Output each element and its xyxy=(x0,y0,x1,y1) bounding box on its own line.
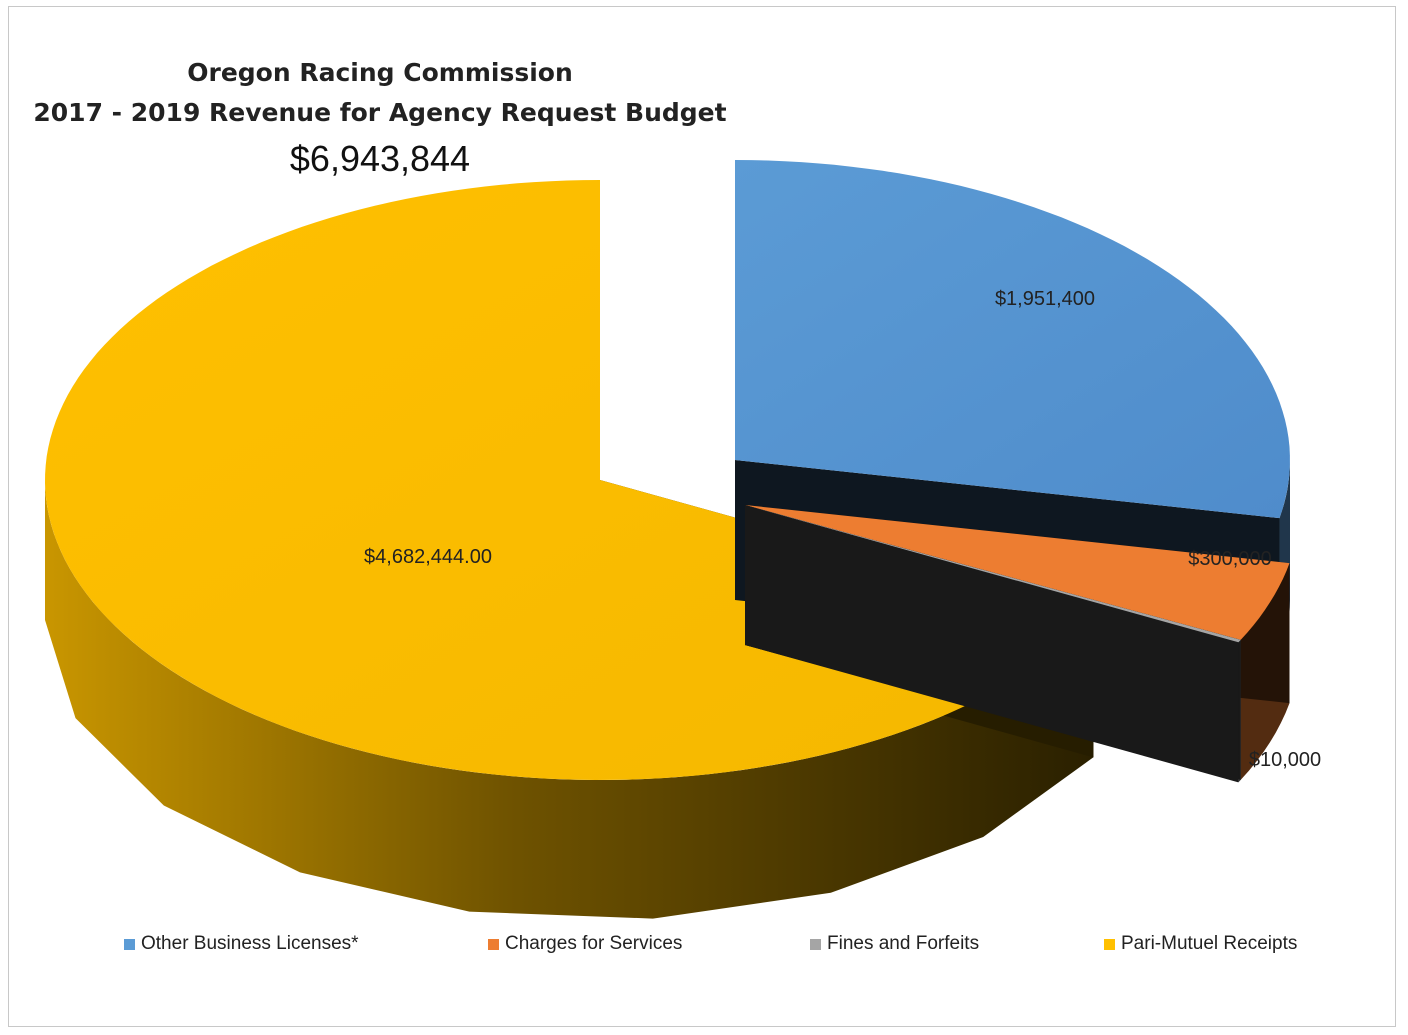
legend-label: Charges for Services xyxy=(505,933,683,954)
legend-swatch xyxy=(124,938,135,950)
legend-item: Fines and Forfeits xyxy=(810,933,979,955)
chart-subtitle: 2017 - 2019 Revenue for Agency Request B… xyxy=(33,98,727,127)
legend-swatch xyxy=(1104,938,1115,950)
legend-swatch xyxy=(488,938,499,950)
pie-top-fines-and-forfeits xyxy=(745,505,1241,643)
legend-item: Other Business Licenses* xyxy=(124,933,359,955)
pie-cut-face xyxy=(745,505,1239,783)
legend-swatch xyxy=(810,938,821,950)
data-label: $1,951,400 xyxy=(995,288,1095,310)
legend-label: Pari-Mutuel Receipts xyxy=(1121,933,1298,954)
pie-slice-fines-and-forfeits xyxy=(745,505,1241,783)
chart-legend: Other Business Licenses* Charges for Serv… xyxy=(0,933,1408,963)
pie-side-pari-mutuel-receipts xyxy=(45,480,1094,919)
data-label: $300,000 xyxy=(1188,548,1271,570)
data-label: $10,000 xyxy=(1249,749,1321,771)
legend-item: Pari-Mutuel Receipts xyxy=(1104,933,1297,955)
pie-top-other-business-licenses xyxy=(735,160,1290,519)
legend-label: Other Business Licenses* xyxy=(141,933,359,954)
pie-top-charges-for-services xyxy=(745,505,1290,640)
chart-total: $6,943,844 xyxy=(289,138,471,179)
chart-title: Oregon Racing Commission xyxy=(187,58,573,87)
chart-frame xyxy=(8,6,1396,1027)
legend-label: Fines and Forfeits xyxy=(827,933,980,954)
legend-item: Charges for Services xyxy=(488,933,682,955)
data-label: $4,682,444.00 xyxy=(364,546,492,568)
